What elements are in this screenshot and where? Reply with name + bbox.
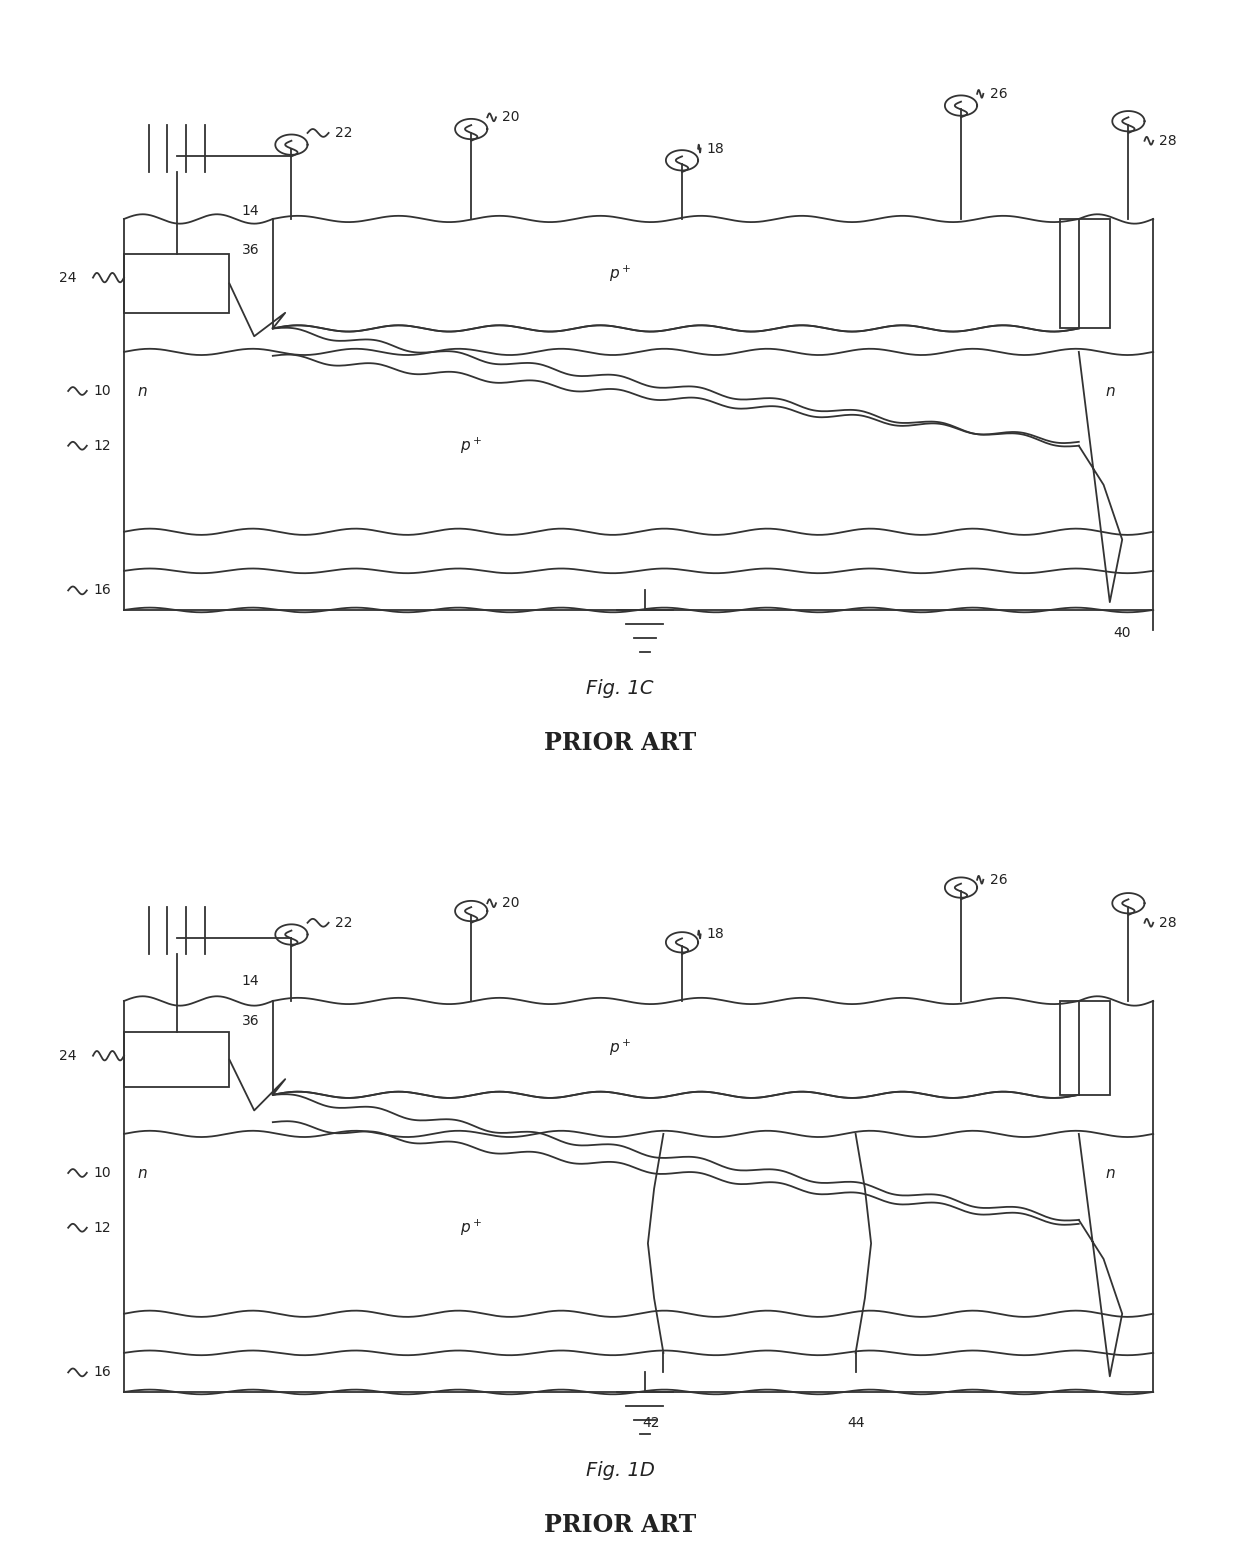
Text: 18: 18 — [707, 927, 724, 942]
Text: 26: 26 — [990, 873, 1007, 887]
Text: 40: 40 — [1114, 627, 1131, 640]
Text: 42: 42 — [642, 1417, 660, 1429]
Text: 14: 14 — [242, 974, 259, 988]
Text: n: n — [1105, 383, 1115, 399]
Bar — [1060, 1001, 1110, 1095]
Text: PRIOR ART: PRIOR ART — [544, 730, 696, 755]
Text: 10: 10 — [93, 1167, 110, 1179]
Text: 36: 36 — [242, 1013, 259, 1028]
Text: 16: 16 — [93, 1365, 110, 1379]
Text: 16: 16 — [93, 583, 110, 597]
Text: 12: 12 — [93, 1221, 110, 1234]
Text: 28: 28 — [1159, 135, 1177, 147]
Text: PRIOR ART: PRIOR ART — [544, 1512, 696, 1537]
Text: 28: 28 — [1159, 917, 1177, 929]
Text: n: n — [1105, 1165, 1115, 1181]
Text: n: n — [138, 383, 148, 399]
Text: 22: 22 — [335, 127, 352, 139]
Text: 24: 24 — [60, 1049, 77, 1062]
Text: 44: 44 — [847, 1417, 864, 1429]
Text: 12: 12 — [93, 439, 110, 452]
Text: 20: 20 — [502, 896, 520, 910]
Text: Fig. 1C: Fig. 1C — [587, 679, 653, 698]
Text: Fig. 1D: Fig. 1D — [585, 1461, 655, 1480]
Bar — [124, 1032, 229, 1087]
Text: 14: 14 — [242, 205, 259, 217]
Text: $p^+$: $p^+$ — [609, 264, 631, 283]
Bar — [124, 253, 229, 313]
Text: 22: 22 — [335, 917, 352, 929]
Text: $p^+$: $p^+$ — [609, 1038, 631, 1057]
Text: $p^+$: $p^+$ — [460, 436, 482, 455]
Text: 36: 36 — [242, 244, 259, 256]
Text: $p^+$: $p^+$ — [460, 1218, 482, 1237]
Text: 18: 18 — [707, 142, 724, 155]
Text: 24: 24 — [60, 271, 77, 285]
Text: 10: 10 — [93, 385, 110, 397]
Bar — [1060, 219, 1110, 328]
Text: n: n — [138, 1165, 148, 1181]
Text: 20: 20 — [502, 111, 520, 124]
Text: 26: 26 — [990, 88, 1007, 100]
